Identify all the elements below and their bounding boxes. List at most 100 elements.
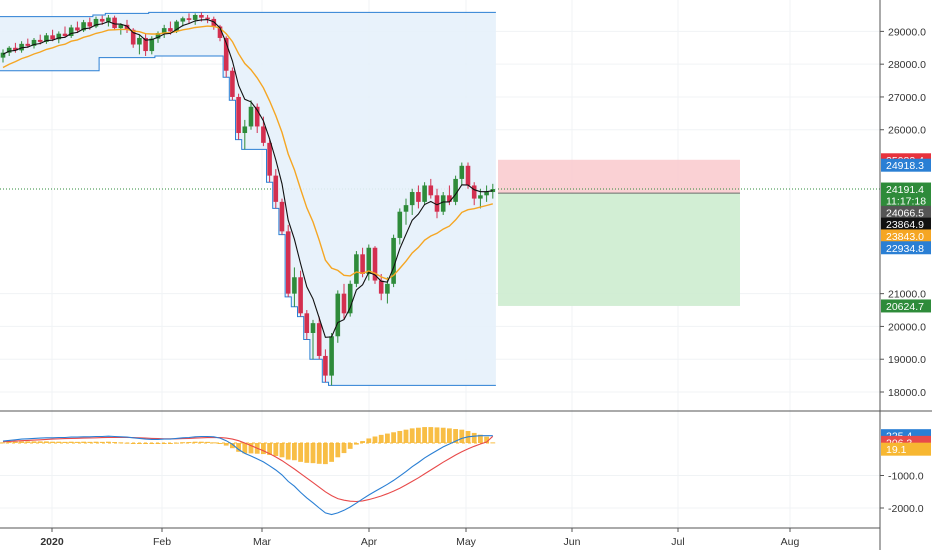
price-label: 24191.4 [881, 182, 931, 196]
take-profit-zone [498, 193, 740, 306]
histogram-bar [75, 441, 80, 443]
candle-body [391, 237, 396, 284]
histogram-bar [155, 443, 161, 444]
histogram-bar [25, 441, 31, 443]
candle-body [211, 18, 217, 27]
y-tick-label: 26000.0 [888, 125, 926, 137]
price-label: 24918.3 [881, 158, 931, 172]
candle-body [112, 17, 117, 29]
candle [347, 280, 353, 317]
candle [68, 24, 74, 38]
histogram-bar [192, 441, 198, 443]
histogram-bar [316, 443, 322, 464]
histogram-bar [137, 443, 142, 444]
candle-body [341, 293, 347, 314]
candle-body [471, 185, 477, 199]
candle [106, 15, 111, 27]
histogram-bar [335, 443, 341, 458]
candle [440, 192, 446, 215]
candle-body [267, 142, 272, 176]
histogram-bar [459, 429, 465, 443]
candle [99, 15, 105, 25]
histogram-bar [217, 443, 223, 444]
candle-body [484, 192, 489, 196]
candle-body [44, 35, 49, 42]
histogram-bar [434, 427, 440, 443]
price-label-text: 19.1 [886, 444, 907, 456]
candle-body [81, 22, 86, 31]
macd-pane [0, 410, 932, 516]
candle-body [192, 15, 198, 20]
price-label-bg [881, 217, 931, 231]
candle [335, 290, 341, 343]
histogram-bar [81, 441, 86, 443]
candle-body [304, 313, 310, 333]
candle [248, 100, 254, 130]
candle-body [403, 205, 409, 212]
candle [137, 34, 142, 55]
candle [310, 319, 316, 360]
histogram-bar [323, 443, 328, 465]
candle-body [434, 195, 440, 212]
histogram-bar [453, 429, 458, 443]
candle-body [93, 18, 99, 27]
histogram-bar [360, 441, 365, 443]
candle [19, 41, 24, 53]
candle [267, 139, 272, 183]
y-tick-label: 19000.0 [888, 354, 926, 366]
candle-body [329, 336, 334, 376]
histogram-bar [124, 442, 130, 444]
histogram-bar [62, 441, 68, 443]
candle-body [37, 39, 43, 42]
candle [323, 349, 328, 383]
histogram-bar [174, 442, 179, 444]
histogram-bar [68, 441, 74, 443]
y-tick-label: 18000.0 [888, 387, 926, 399]
candle-body [25, 43, 31, 46]
candle-body [223, 37, 229, 71]
histogram-bar [440, 427, 446, 443]
candle-body [447, 195, 452, 202]
histogram-bar [428, 427, 434, 443]
y-tick-label: 20000.0 [888, 321, 926, 333]
candle-body [13, 47, 18, 51]
histogram-bar [248, 443, 254, 454]
price-label-text: 24918.3 [886, 160, 924, 172]
histogram-bar [378, 434, 384, 443]
candle [304, 310, 310, 340]
candle-body [130, 29, 136, 45]
histogram-bar [279, 443, 285, 458]
candle [298, 270, 303, 317]
candle [62, 26, 68, 38]
histogram-bar [403, 429, 409, 443]
candle-body [199, 15, 204, 18]
candle [360, 247, 365, 278]
histogram-bar [310, 443, 316, 464]
histogram-bar [236, 443, 241, 452]
candle-body [217, 26, 223, 38]
candle [211, 16, 217, 30]
candle-body [490, 189, 496, 193]
histogram-bar [490, 442, 496, 444]
candle-body [285, 231, 291, 294]
candle-body [397, 211, 403, 238]
position-tool[interactable] [0, 159, 880, 306]
histogram-bar [149, 443, 155, 444]
candle [143, 33, 148, 56]
candle [230, 67, 235, 101]
candle [273, 169, 279, 209]
y-tick-label: 28000.0 [888, 59, 926, 71]
histogram-bar [44, 441, 49, 443]
candle-body [6, 47, 12, 53]
candle [161, 24, 167, 38]
candle [316, 316, 322, 360]
candle-body [137, 37, 142, 45]
x-tick-label: Jul [671, 536, 684, 548]
histogram-bar [211, 442, 217, 444]
histogram-bar [186, 442, 192, 444]
candle-body [360, 254, 365, 274]
histogram-bar [99, 441, 105, 443]
y-tick-label: 27000.0 [888, 92, 926, 104]
histogram-bar [118, 442, 124, 444]
candle-body [354, 254, 359, 284]
